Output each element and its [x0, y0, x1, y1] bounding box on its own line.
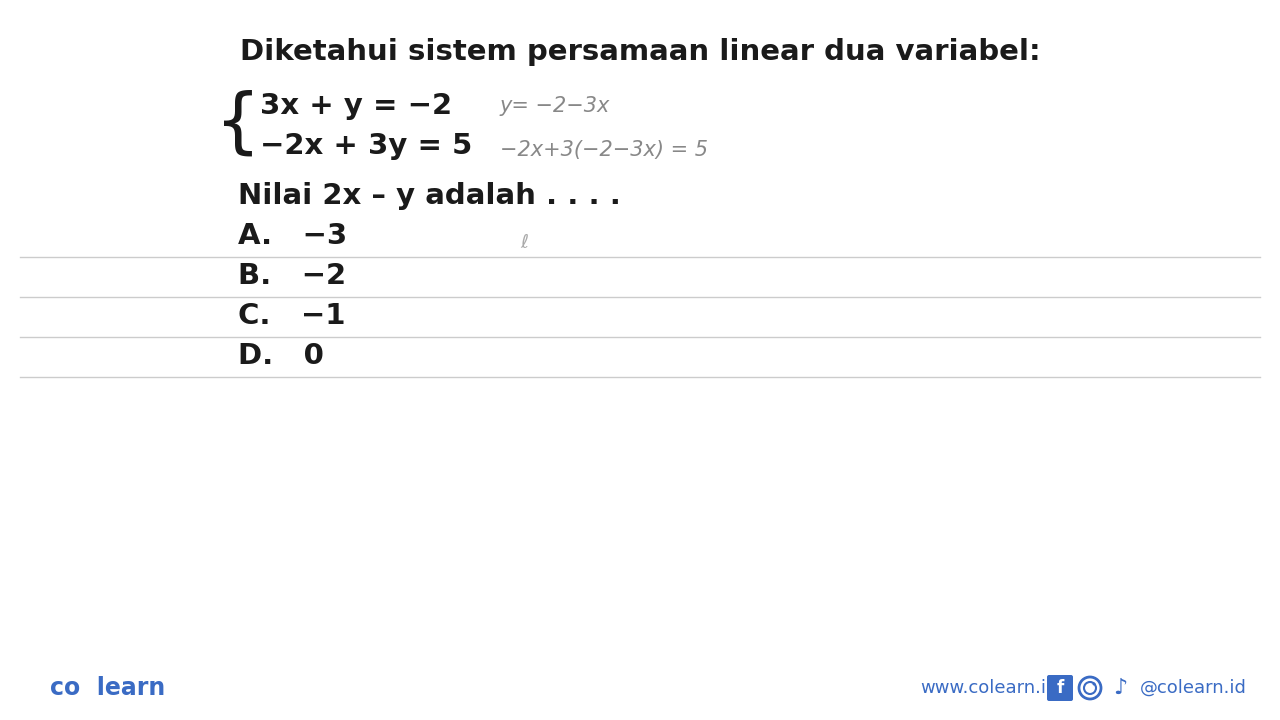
Text: B.   −2: B. −2	[238, 262, 346, 290]
Text: −2x + 3y = 5: −2x + 3y = 5	[260, 132, 472, 160]
Text: Nilai 2x – y adalah . . . .: Nilai 2x – y adalah . . . .	[238, 182, 621, 210]
Text: D.   0: D. 0	[238, 342, 324, 370]
Text: ♪: ♪	[1112, 678, 1128, 698]
Text: www.colearn.id: www.colearn.id	[920, 679, 1057, 697]
Text: co  learn: co learn	[50, 676, 165, 700]
Text: A.   −3: A. −3	[238, 222, 347, 250]
Text: ℓ: ℓ	[520, 233, 529, 251]
Text: Diketahui sistem persamaan linear dua variabel:: Diketahui sistem persamaan linear dua va…	[239, 38, 1041, 66]
Circle shape	[1079, 677, 1101, 699]
Text: @colearn.id: @colearn.id	[1140, 679, 1247, 697]
Text: −2x+3(−2−3x) = 5: −2x+3(−2−3x) = 5	[500, 140, 708, 160]
Text: f: f	[1056, 679, 1064, 697]
Text: 3x + y = −2: 3x + y = −2	[260, 92, 452, 120]
Text: {: {	[215, 89, 261, 158]
Text: C.   −1: C. −1	[238, 302, 346, 330]
Circle shape	[1093, 683, 1096, 685]
FancyBboxPatch shape	[1047, 675, 1073, 701]
Text: y= −2−3x: y= −2−3x	[500, 96, 611, 116]
